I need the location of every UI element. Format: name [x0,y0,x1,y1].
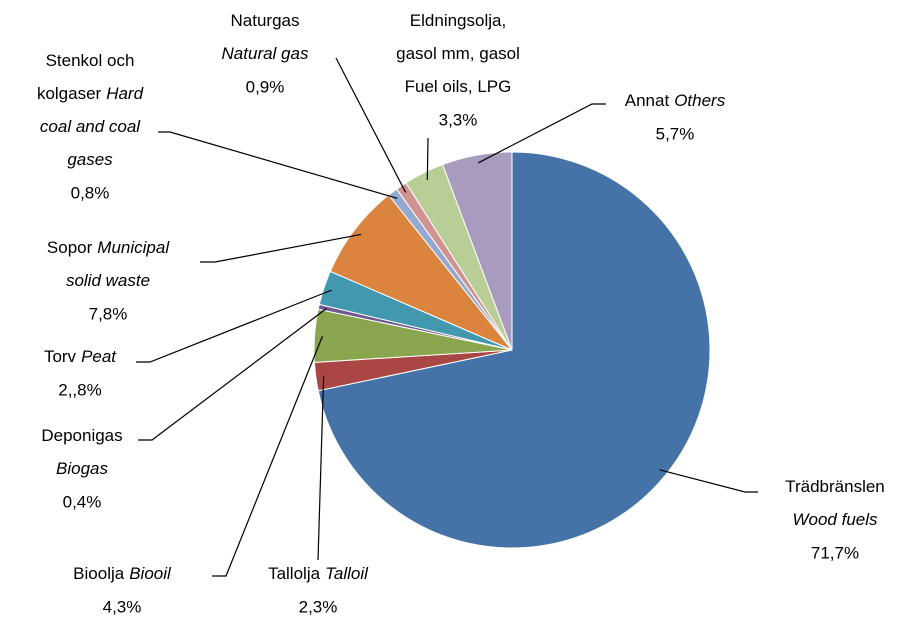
label-run: Eldningsolja, [410,11,506,30]
label-run: Sopor [47,238,93,257]
label-run: Torv [44,347,77,366]
label-run: Deponigas [41,426,122,445]
slice-label: Fuel oils, LPG [405,77,512,96]
leader-line [335,57,407,193]
value-label: 0,9% [246,77,285,96]
leader-line [158,131,398,199]
label-run: Tallolja [268,564,321,583]
slice-label: Naturgas [231,11,300,30]
slice-label: solid waste [66,271,150,290]
slice-label: kolgaser Hard [37,84,144,103]
value-label: 2,3% [299,597,338,615]
label-run: Biooil [129,564,172,583]
pie-slice [441,151,513,351]
pie-slice [317,151,711,549]
label-run: coal and coal [40,117,141,136]
label-run: Bioolja [73,564,125,583]
label-run: Trädbränslen [785,477,885,496]
slice-label: gases [67,150,113,169]
slice-label: Bioolja Biooil [73,564,172,583]
slice-label: Wood fuels [792,510,878,529]
leader-line [426,137,429,180]
label-run: Fuel oils, LPG [405,77,512,96]
slice-label: Stenkol och [46,51,135,70]
value-label: 3,3% [439,110,478,129]
slice-label: Eldningsolja, [410,11,506,30]
leader-line [659,469,758,493]
value-label: 71,7% [811,543,859,562]
value-label: 4,3% [103,597,142,615]
value-label: 5,7% [656,124,695,143]
slice-label: Annat Others [625,91,726,110]
value-label: 0,8% [71,183,110,202]
leader-line [138,308,327,441]
value-label: 2,,8% [58,380,101,399]
label-run: Others [674,91,726,110]
leader-line [212,336,323,577]
label-run: gasol mm, gasol [396,44,520,63]
value-label: 0,4% [63,492,102,511]
slice-label: Tallolja Talloil [268,564,369,583]
slice-label: Sopor Municipal [47,238,170,257]
label-run: Annat [625,91,670,110]
label-run: Municipal [97,238,170,257]
label-run: Biogas [56,459,108,478]
label-run: kolgaser [37,84,102,103]
label-run: Naturgas [231,11,300,30]
slice-label: Natural gas [222,44,309,63]
value-label: 7,8% [89,304,128,323]
label-run: Wood fuels [792,510,878,529]
pie-slice [329,194,513,351]
slice-label: Deponigas [41,426,122,445]
leader-line [317,375,325,561]
slice-label: Torv Peat [44,347,117,366]
label-run: solid waste [66,271,150,290]
slice-label: Biogas [56,459,108,478]
label-run: Natural gas [222,44,309,63]
leader-line [200,233,362,263]
slice-label: Trädbränslen [785,477,885,496]
label-run: Stenkol och [46,51,135,70]
label-run: Talloil [325,564,369,583]
slice-label: coal and coal [40,117,141,136]
label-run: Peat [81,347,117,366]
slice-label: gasol mm, gasol [396,44,520,63]
leader-line [136,289,332,363]
label-run: Hard [106,84,143,103]
leader-line [477,103,606,164]
label-run: gases [67,150,113,169]
